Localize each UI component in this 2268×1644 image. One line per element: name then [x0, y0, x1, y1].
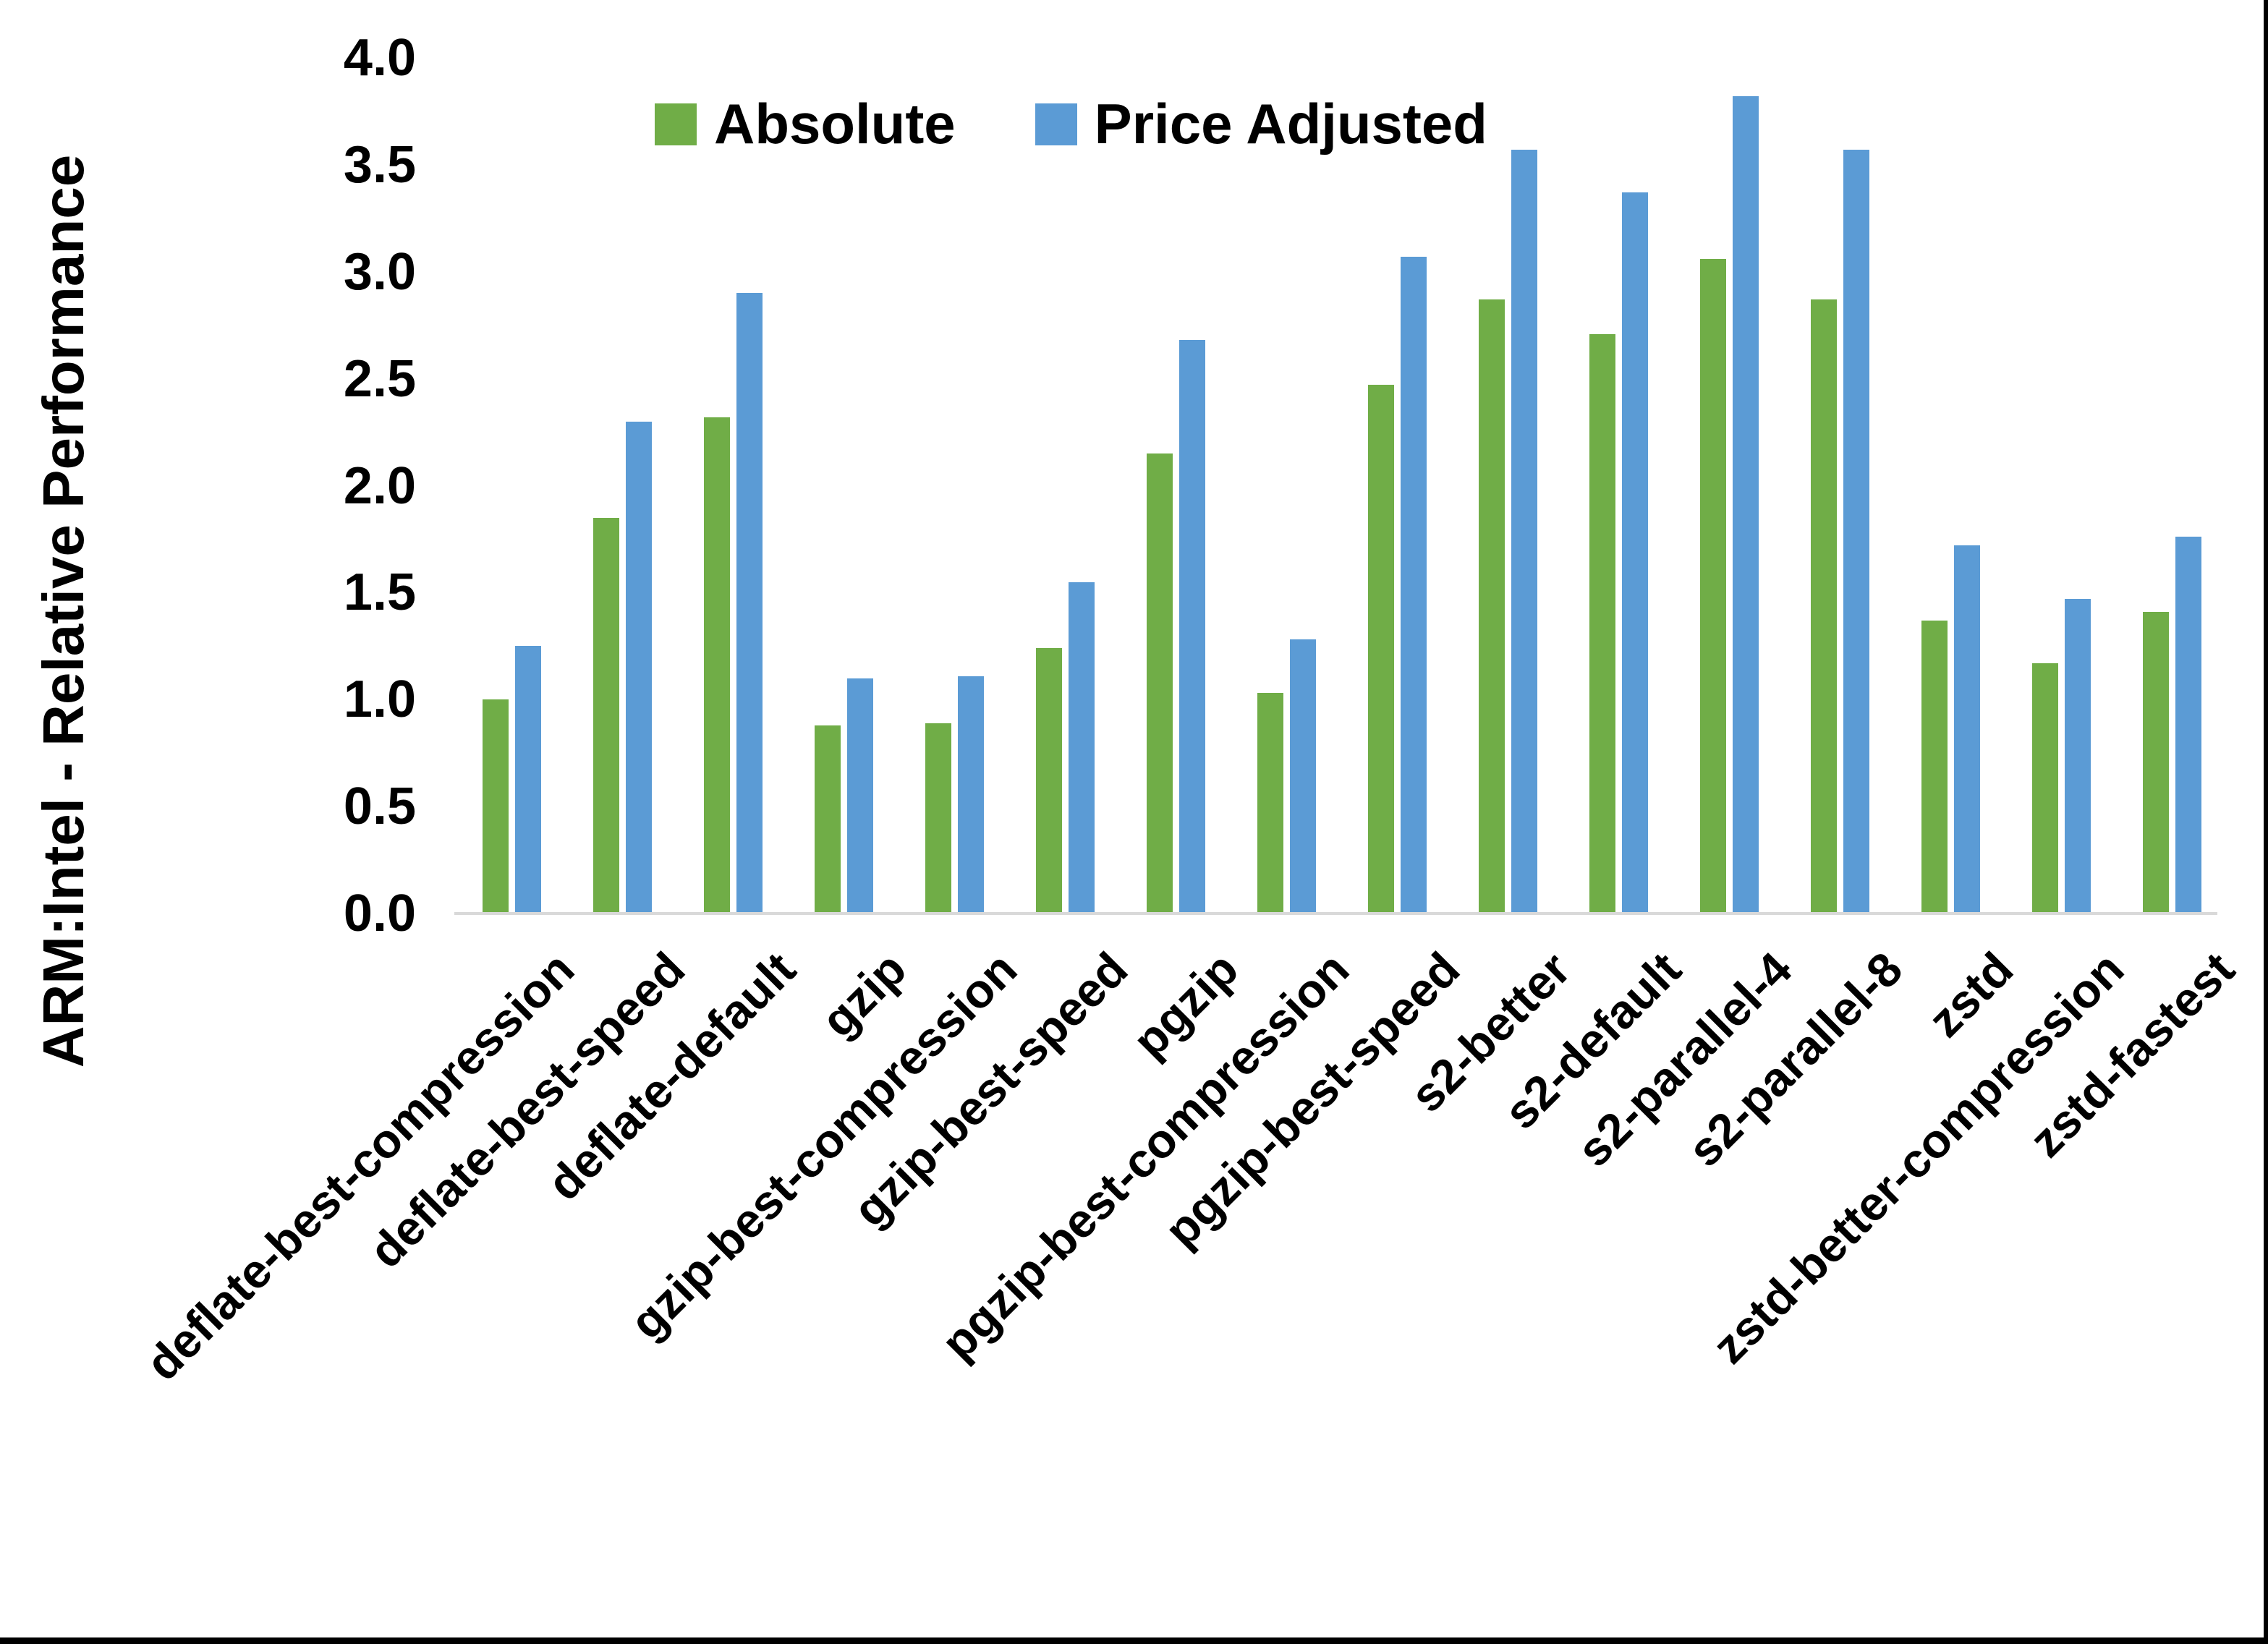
- y-tick-label-2.5: 2.5: [343, 349, 416, 408]
- y-tick-label-0.0: 0.0: [343, 885, 416, 942]
- bar-price-adjusted-gzip-best-speed: [1069, 582, 1095, 913]
- image-border-right: [2264, 0, 2268, 1644]
- y-tick-label-1.0: 1.0: [343, 670, 416, 729]
- bar-absolute-zstd: [1921, 620, 1948, 913]
- legend-item-absolute: Absolute: [655, 91, 956, 157]
- bar-absolute-deflate-default: [704, 417, 730, 913]
- bar-price-adjusted-gzip-best-compression: [958, 676, 984, 913]
- bar-absolute-deflate-best-compression: [483, 699, 509, 913]
- y-axis-title: ARM:Intel - Relative Performance: [31, 154, 95, 1068]
- y-tick-label-1.5: 1.5: [343, 563, 416, 622]
- bar-absolute-pgzip: [1147, 453, 1173, 913]
- bar-price-adjusted-deflate-best-compression: [515, 646, 541, 913]
- bar-price-adjusted-zstd-better-compression: [2065, 599, 2091, 913]
- bar-absolute-deflate-best-speed: [593, 517, 619, 913]
- bar-price-adjusted-s2-parallel-4: [1733, 96, 1759, 913]
- legend-swatch-icon-price-adjusted: [1035, 103, 1077, 145]
- bar-absolute-gzip-best-speed: [1036, 648, 1062, 913]
- y-tick-label-3.0: 3.0: [343, 242, 416, 301]
- bar-price-adjusted-gzip: [847, 678, 873, 913]
- legend: Absolute Price Adjusted: [655, 91, 1487, 157]
- bar-absolute-gzip-best-compression: [925, 723, 951, 913]
- bar-absolute-s2-parallel-4: [1700, 259, 1726, 913]
- bar-absolute-zstd-better-compression: [2032, 663, 2058, 913]
- legend-label-absolute: Absolute: [714, 92, 956, 156]
- bar-absolute-zstd-fastest: [2143, 611, 2169, 913]
- bar-price-adjusted-pgzip: [1179, 340, 1205, 913]
- bar-price-adjusted-pgzip-best-speed: [1401, 257, 1427, 913]
- legend-item-price-adjusted: Price Adjusted: [1035, 91, 1487, 157]
- bar-price-adjusted-s2-better: [1511, 150, 1537, 913]
- bar-absolute-gzip: [815, 725, 841, 913]
- y-tick-label-0.5: 0.5: [343, 778, 416, 836]
- x-axis-baseline: [454, 912, 2217, 915]
- y-tick-label-2.0: 2.0: [343, 456, 416, 515]
- legend-swatch-icon-absolute: [655, 103, 697, 145]
- y-tick-label-4.0: 4.0: [343, 29, 416, 87]
- bar-price-adjusted-zstd: [1954, 545, 1980, 913]
- bar-absolute-s2-parallel-8: [1811, 299, 1837, 913]
- bar-absolute-s2-better: [1479, 299, 1505, 913]
- bar-absolute-pgzip-best-compression: [1257, 693, 1283, 913]
- bar-price-adjusted-s2-parallel-8: [1843, 150, 1869, 913]
- legend-label-price-adjusted: Price Adjusted: [1094, 92, 1487, 156]
- bar-absolute-s2-default: [1589, 333, 1615, 913]
- y-tick-label-3.5: 3.5: [343, 135, 416, 194]
- bar-price-adjusted-deflate-best-speed: [626, 421, 652, 913]
- image-border-bottom: [0, 1637, 2268, 1644]
- bar-price-adjusted-deflate-default: [736, 293, 763, 913]
- bar-price-adjusted-pgzip-best-compression: [1290, 639, 1316, 913]
- bar-price-adjusted-zstd-fastest: [2175, 537, 2201, 913]
- bar-price-adjusted-s2-default: [1622, 192, 1648, 913]
- bar-absolute-pgzip-best-speed: [1368, 385, 1394, 913]
